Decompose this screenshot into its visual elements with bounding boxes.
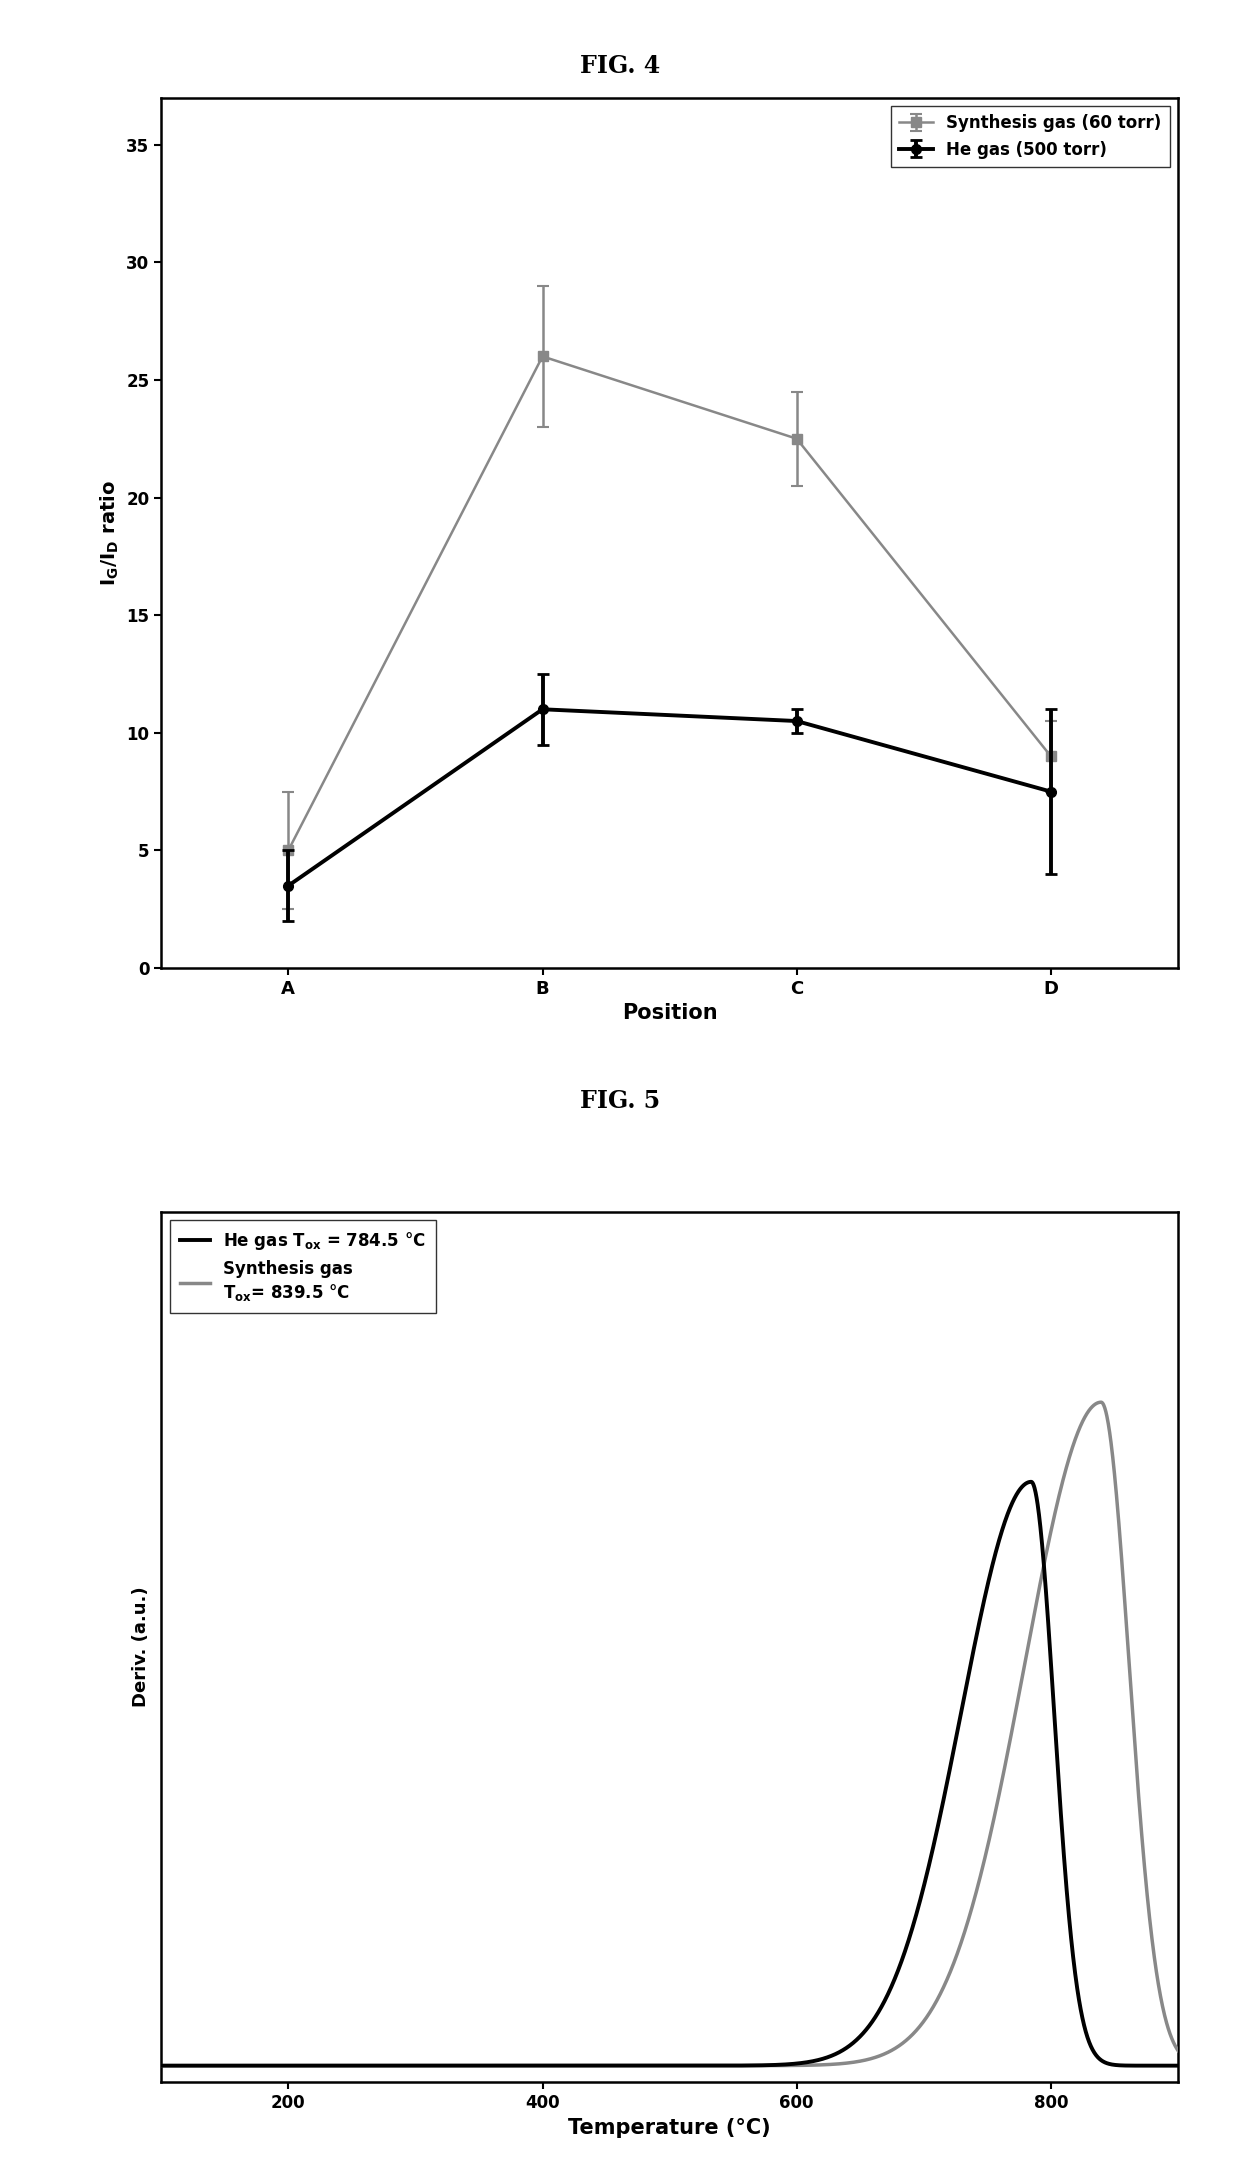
Y-axis label: Deriv. (a.u.): Deriv. (a.u.)	[133, 1588, 150, 1707]
Y-axis label: $\mathbf{I_G/I_D}$ ratio: $\mathbf{I_G/I_D}$ ratio	[98, 479, 120, 586]
Text: FIG. 5: FIG. 5	[580, 1089, 660, 1113]
Legend: He gas $\mathbf{T_{ox}}$ = 784.5 °C, Synthesis gas
$\mathbf{T_{ox}}$= 839.5 °C: He gas $\mathbf{T_{ox}}$ = 784.5 °C, Syn…	[170, 1221, 435, 1312]
X-axis label: Position: Position	[621, 1004, 718, 1024]
Legend: Synthesis gas (60 torr), He gas (500 torr): Synthesis gas (60 torr), He gas (500 tor…	[892, 106, 1169, 167]
Text: FIG. 4: FIG. 4	[580, 54, 660, 78]
X-axis label: Temperature (°C): Temperature (°C)	[568, 2117, 771, 2139]
